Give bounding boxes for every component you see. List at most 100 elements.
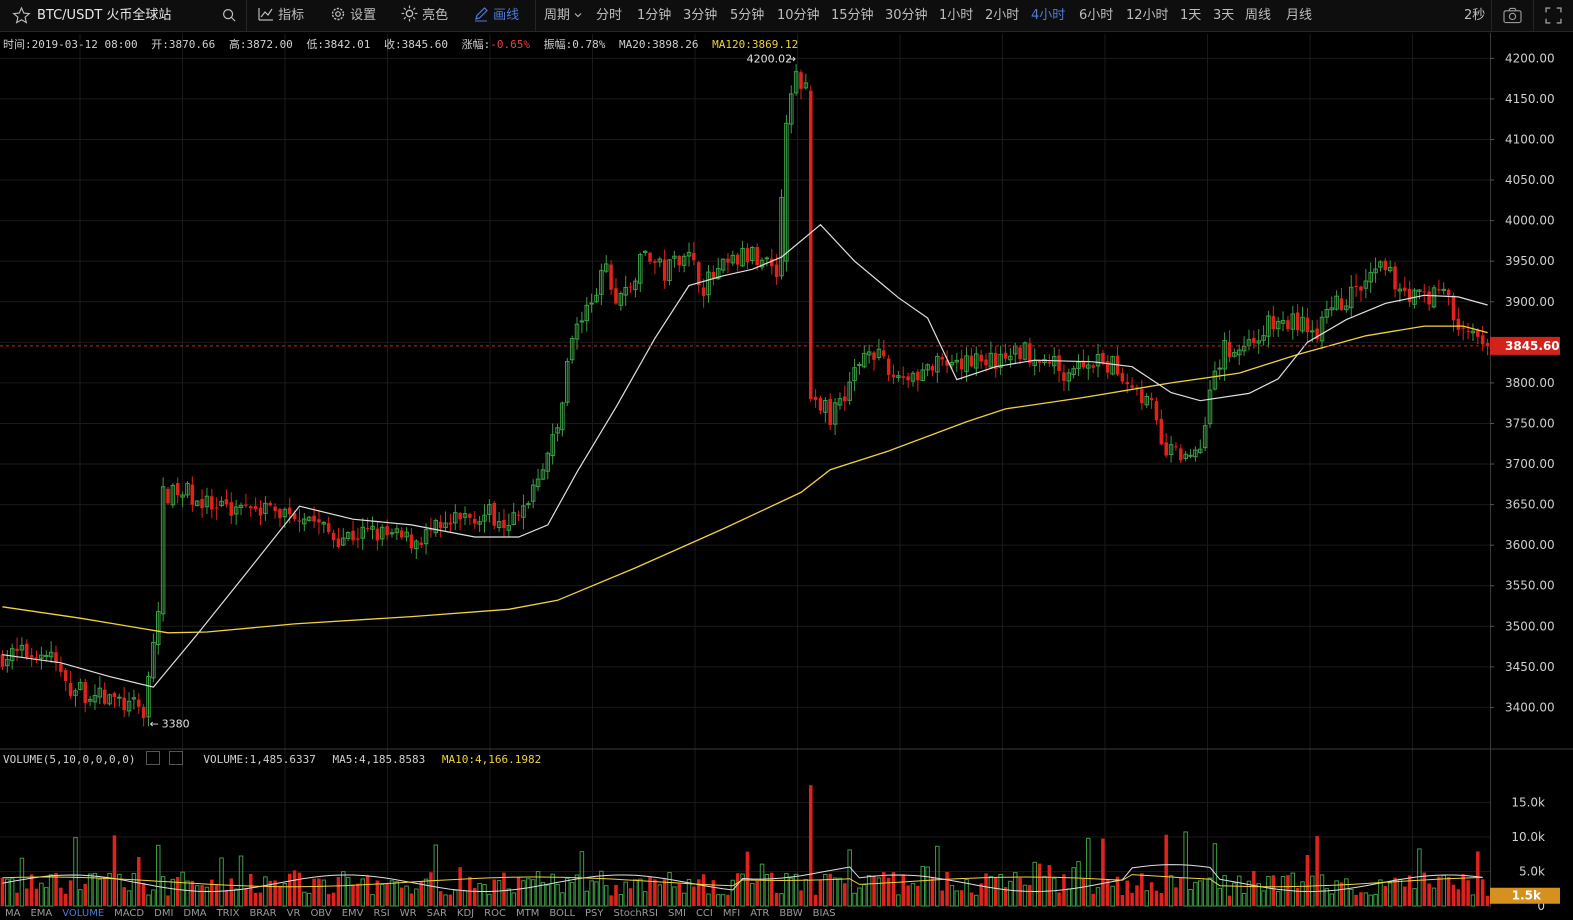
indicator-tab[interactable]: DMA [183, 908, 207, 919]
draw-button[interactable]: 画线 [473, 0, 519, 32]
period-tab[interactable]: 30分钟 [885, 8, 928, 23]
candle-body [852, 367, 857, 382]
indicator-tab[interactable]: RSI [373, 908, 390, 919]
candle-body [1236, 349, 1242, 356]
volume-bar [462, 890, 468, 907]
period-tab[interactable]: 4小时 [1031, 8, 1066, 23]
candle-body [409, 534, 414, 549]
period-tab[interactable]: 月线 [1286, 8, 1313, 23]
volume-bar [429, 872, 433, 906]
indicator-tab[interactable]: MTM [515, 908, 540, 919]
price-axis-label: 3650.00 [1505, 498, 1555, 512]
indicator-tab[interactable]: ATR [750, 908, 770, 919]
indicator-tab[interactable]: BRAR [249, 908, 277, 919]
indicator-tab[interactable]: PSY [585, 908, 604, 919]
volume-bar [789, 877, 794, 907]
volume-bar [87, 873, 93, 907]
indicator-close-icon[interactable] [168, 751, 183, 765]
period-tab[interactable]: 10分钟 [777, 8, 820, 23]
indicator-tab[interactable]: MA [5, 908, 21, 919]
indicator-tab[interactable]: BBW [779, 908, 803, 919]
volume-bar [1354, 894, 1358, 906]
indicator-tab[interactable]: KDJ [456, 908, 475, 919]
indicator-tab[interactable]: EMA [30, 908, 53, 919]
period-tab[interactable]: 周线 [1245, 8, 1272, 23]
toolbar-divider [1491, 0, 1492, 32]
indicator-tab[interactable]: StochRSI [613, 908, 658, 919]
volume-bar [107, 872, 112, 907]
candle-body [701, 287, 706, 296]
candle-body [394, 528, 400, 533]
volume-bar [496, 880, 502, 907]
indicator-tab[interactable]: ROC [484, 908, 506, 919]
period-tab[interactable]: 2小时 [985, 8, 1020, 23]
arrow-left-icon: ← [150, 718, 159, 731]
theme-button[interactable]: 亮色 [401, 0, 448, 32]
indicator-tab[interactable]: SAR [426, 908, 447, 919]
volume-bar [857, 887, 862, 907]
volume-bar [166, 895, 170, 906]
candle-body [653, 261, 657, 263]
indicators-button[interactable]: 指标 [258, 0, 304, 32]
indicator-tab[interactable]: MFI [722, 908, 741, 919]
period-tab[interactable]: 3天 [1213, 8, 1235, 23]
indicator-tab[interactable]: MACD [114, 908, 145, 919]
volume-bar [1174, 887, 1178, 906]
volume-bar [764, 874, 770, 907]
indicator-tab[interactable]: EMV [341, 908, 364, 919]
volume-bar [219, 857, 224, 907]
volume-bar [1476, 851, 1480, 906]
period-tab[interactable]: 3分钟 [683, 8, 718, 23]
indicator-tab[interactable]: TRIX [216, 908, 240, 919]
period-dropdown[interactable]: 周期 [544, 0, 582, 32]
camera-icon[interactable] [1503, 7, 1522, 24]
favorite-star-icon[interactable] [12, 6, 31, 25]
indicator-tab[interactable]: CCI [695, 908, 713, 919]
refresh-interval[interactable]: 2秒 [1464, 8, 1486, 23]
indicator-settings-icon[interactable] [146, 751, 161, 765]
candle-body [1095, 353, 1101, 367]
candle-body [925, 364, 930, 371]
period-tab[interactable]: 1小时 [939, 8, 974, 23]
volume-bar [419, 880, 423, 906]
period-tab[interactable]: 15分钟 [831, 8, 874, 23]
candle-body [1241, 345, 1247, 352]
period-tab[interactable]: 5分钟 [730, 8, 765, 23]
volume-bar [175, 876, 180, 906]
period-tab[interactable]: 1天 [1180, 8, 1202, 23]
candle-body [1348, 286, 1354, 309]
arrow-right-icon: → [787, 52, 796, 65]
period-tab[interactable]: 1分钟 [637, 8, 672, 23]
period-tab[interactable]: 分时 [596, 8, 623, 23]
ma120-line [2, 325, 1488, 634]
indicator-tab[interactable]: SMI [668, 908, 686, 919]
indicator-tab[interactable]: VR [286, 908, 301, 919]
indicator-tab[interactable]: BOLL [549, 908, 576, 919]
candle-body [273, 506, 277, 511]
candle-body [249, 506, 253, 509]
candle-body [34, 657, 39, 659]
candle-body [696, 262, 701, 286]
settings-button[interactable]: 设置 [330, 0, 376, 32]
candle-body [1207, 389, 1213, 425]
candle-body [818, 397, 823, 411]
indicator-tab[interactable]: OBV [310, 908, 332, 919]
volume-bar [1022, 884, 1028, 907]
volume-bar [653, 879, 657, 906]
indicator-tab[interactable]: WR [399, 908, 417, 919]
fullscreen-icon[interactable] [1545, 7, 1562, 24]
indicator-tab[interactable]: BIAS [812, 908, 836, 919]
volume-bar [1232, 882, 1237, 907]
candle-body [681, 255, 687, 266]
candle-body [502, 519, 506, 529]
indicator-tab[interactable]: DMI [154, 908, 174, 919]
search-icon[interactable] [222, 8, 237, 23]
period-tab[interactable]: 12小时 [1126, 8, 1169, 23]
period-tab[interactable]: 6小时 [1079, 8, 1114, 23]
candle-body [686, 251, 692, 257]
indicator-tab[interactable]: VOLUME [62, 908, 105, 919]
volume-bar [706, 893, 711, 907]
volume-bar [360, 878, 366, 907]
volume-bar [331, 892, 336, 906]
